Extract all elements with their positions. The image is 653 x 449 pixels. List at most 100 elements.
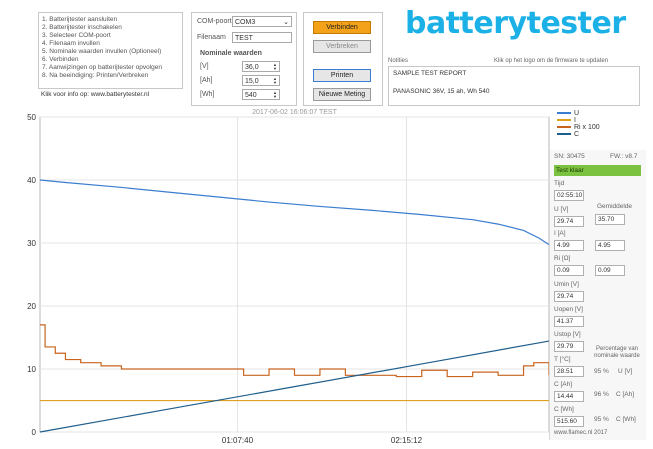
u-value: 29.74: [554, 216, 584, 227]
legend-line: [557, 133, 571, 136]
pct-cwh-label: C [Wh]: [616, 416, 636, 423]
ah-stepper[interactable]: 15,0 ▲ ▼: [242, 75, 280, 86]
legend-label: C: [574, 131, 580, 138]
notes-line: PANASONIC 36V, 15 ah, Wh 540: [393, 88, 490, 95]
pct-cwh: 95 %: [594, 416, 609, 423]
temperature-label: T [°C]: [554, 356, 571, 363]
stepper-arrows-icon[interactable]: ▲ ▼: [273, 90, 277, 99]
instruction-step: 3. Selecteer COM-poort: [42, 32, 111, 39]
measurement-panel: SN: 30475 FW.: v8.7 Test klaar Tijd 02:5…: [549, 150, 646, 440]
y-tick-label: 20: [27, 302, 36, 311]
v-label: [V]: [200, 63, 209, 70]
com-port-select[interactable]: COM3 ⌄: [232, 16, 292, 27]
i-value: 4.99: [554, 240, 584, 251]
ah-label: [Ah]: [200, 77, 213, 84]
x-tick-label: 01:07:40: [222, 436, 254, 445]
series-line-c: [39, 340, 550, 433]
chart-legend: U I Ri x 100 C: [557, 110, 617, 138]
instruction-step: 8. Na beeindiging: Printen/Verbreken: [42, 72, 149, 79]
pct-cah: 96 %: [594, 391, 609, 398]
voltage-stepper[interactable]: 36,0 ▲ ▼: [242, 61, 280, 72]
instruction-step: 4. Filenaam invullen: [42, 40, 100, 47]
legend-item: U: [557, 110, 617, 117]
settings-panel: COM-poort COM3 ⌄ Filenaam TEST Nominale …: [191, 12, 297, 106]
connect-button[interactable]: Verbinden: [313, 21, 371, 34]
instruction-step: 6. Verbinden: [42, 56, 79, 63]
umin-value: 29.74: [554, 291, 584, 302]
serial-number: SN: 30475: [554, 153, 585, 160]
ah-value: 15,0: [245, 78, 259, 85]
time-label: Tijd: [554, 180, 565, 187]
series-line-u: [39, 179, 550, 246]
voltage-value: 36,0: [245, 64, 259, 71]
legend-item: I: [557, 117, 617, 124]
ustop-value: 29.79: [554, 341, 584, 352]
y-tick-label: 10: [27, 365, 36, 374]
stepper-arrows-icon[interactable]: ▲ ▼: [273, 76, 277, 85]
legend-label: U: [574, 110, 580, 117]
ri-value: 0.09: [554, 265, 584, 276]
ustop-label: Ustop [V]: [554, 331, 581, 338]
chart-title: 2017-06-02 16:06:07 TEST: [252, 109, 337, 116]
pct-u: 95 %: [594, 368, 609, 375]
uopen-value: 41.37: [554, 316, 584, 327]
uopen-label: Uopen [V]: [554, 306, 583, 313]
instruction-step: 7. Aanwijzingen op batterijtester opvolg…: [42, 64, 162, 71]
ri-label: Ri [Ω]: [554, 255, 571, 262]
i-label: I [A]: [554, 230, 566, 237]
series-line-ri-x-100: [40, 324, 550, 378]
print-button[interactable]: Printen: [313, 69, 371, 82]
legend-line: [557, 119, 571, 122]
legend-item: Ri x 100: [557, 124, 617, 131]
y-tick-label: 30: [27, 239, 36, 248]
wh-label: [Wh]: [200, 91, 215, 98]
com-port-value: COM3: [235, 19, 256, 26]
notes-textarea[interactable]: SAMPLE TEST REPORT PANASONIC 36V, 15 ah,…: [388, 66, 640, 106]
logo-hint: Klik op het logo om de firmware te updat…: [494, 58, 609, 64]
legend-line: [557, 126, 571, 129]
cwh-value: 515.60: [554, 416, 584, 427]
cah-value: 14.44: [554, 391, 584, 402]
status-badge: Test klaar: [554, 165, 641, 176]
firmware-version: FW.: v8.7: [610, 153, 638, 160]
disconnect-button[interactable]: Verbreken: [313, 40, 371, 53]
filename-label: Filenaam: [197, 34, 226, 41]
cah-label: C [Ah]: [554, 381, 573, 388]
instruction-step: 1. Batterijtester aansluiten: [42, 16, 118, 23]
discharge-chart: 2017-06-02 16:06:07 TEST 0 10 20 30 40 50 01:07…: [27, 109, 550, 445]
i-average: 4.95: [595, 240, 625, 251]
wh-value: 540: [245, 92, 257, 99]
temperature-value: 28.51: [554, 366, 584, 377]
umin-label: Umin [V]: [554, 281, 579, 288]
percentage-title: Percentage van nominale waarde: [594, 346, 640, 359]
notes-line: SAMPLE TEST REPORT: [393, 70, 467, 77]
stepper-arrows-icon[interactable]: ▲ ▼: [273, 62, 277, 71]
info-link[interactable]: Klik voor info op: www.batterytester.nl: [41, 91, 150, 98]
wh-stepper[interactable]: 540 ▲ ▼: [242, 89, 280, 100]
chevron-down-icon: ⌄: [283, 19, 289, 26]
pct-cah-label: C [Ah]: [616, 391, 635, 398]
legend-label: I: [574, 117, 576, 124]
u-average: 35.70: [595, 214, 625, 225]
pct-u-label: U [V]: [618, 368, 633, 375]
instruction-step: 5. Nominale waarden invullen (Optioneel): [42, 48, 162, 55]
nominal-title: Nominale waarden: [200, 50, 262, 57]
u-label: U [V]: [554, 206, 569, 213]
instructions-list: 1. Batterijtester aansluiten 2. Batterij…: [42, 16, 162, 80]
footer-text: www.flamec.nl 2017: [554, 430, 608, 436]
batterytester-logo[interactable]: batterytester: [405, 6, 626, 41]
filename-input[interactable]: TEST: [232, 32, 292, 43]
legend-line: [557, 112, 571, 115]
legend-item: C: [557, 131, 617, 138]
average-label: Gemiddelde: [597, 203, 633, 210]
com-port-label: COM-poort: [197, 18, 232, 25]
new-measurement-button[interactable]: Nieuwe Meting: [313, 88, 371, 101]
instructions-panel: 1. Batterijtester aansluiten 2. Batterij…: [38, 12, 183, 89]
y-tick-label: 50: [27, 113, 36, 122]
notes-label: Notities: [388, 58, 409, 64]
buttons-panel: Verbinden Verbreken Printen Nieuwe Metin…: [303, 12, 383, 106]
y-tick-label: 40: [27, 176, 36, 185]
legend-label: Ri x 100: [574, 124, 600, 131]
instruction-step: 2. Batterijtester inschakelen: [42, 24, 122, 31]
y-tick-label: 0: [32, 428, 37, 437]
